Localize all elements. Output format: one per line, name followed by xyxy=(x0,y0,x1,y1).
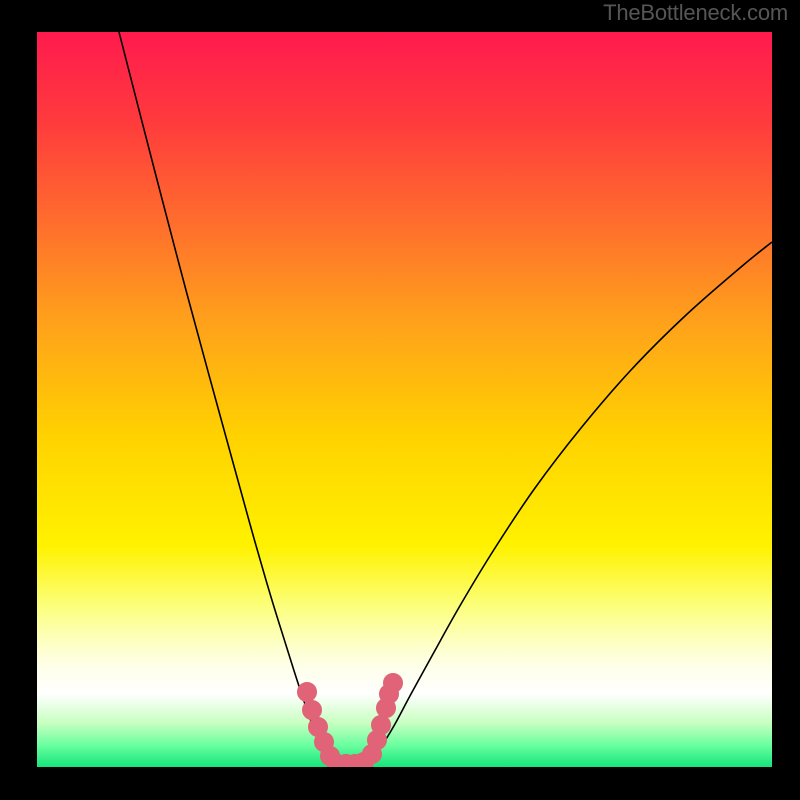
marker-dot xyxy=(372,716,391,735)
marker-group xyxy=(298,674,403,768)
marker-dot xyxy=(303,701,322,720)
plot-svg xyxy=(37,32,772,767)
watermark-text: TheBottleneck.com xyxy=(603,0,788,26)
right-curve xyxy=(369,242,772,763)
left-curve xyxy=(119,32,331,763)
chart-canvas: TheBottleneck.com xyxy=(0,0,800,800)
marker-dot xyxy=(384,674,403,693)
marker-dot xyxy=(298,683,317,702)
plot-area xyxy=(37,32,772,767)
